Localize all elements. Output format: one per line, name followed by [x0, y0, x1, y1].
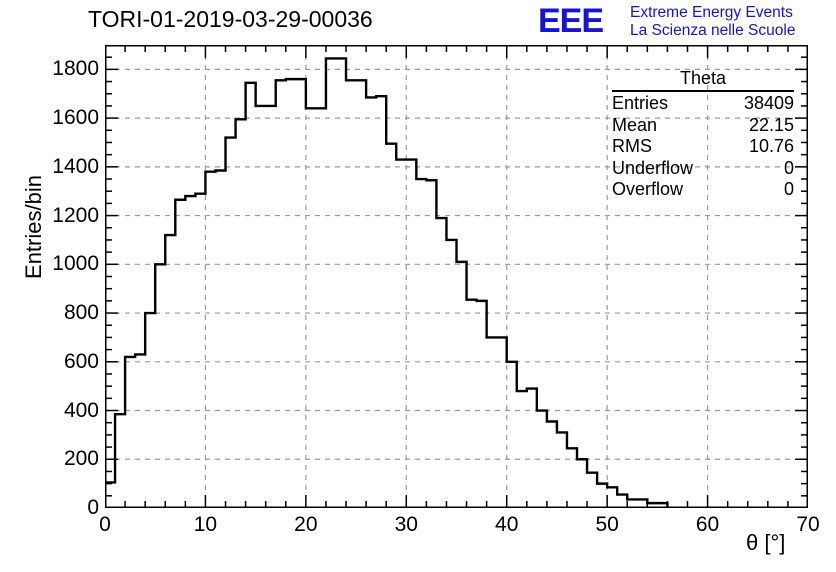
y-tick-label: 1800: [52, 57, 99, 81]
plot-frame-border: [105, 45, 808, 508]
stats-key: Mean: [612, 114, 658, 135]
stats-box: Theta Entries 38409 Mean 22.15 RMS 10.76 Under…: [612, 68, 794, 201]
stats-title: Theta: [612, 68, 794, 92]
stats-key: Overflow: [612, 179, 684, 199]
stats-value: 0: [783, 157, 794, 178]
y-tick-label: 200: [63, 447, 99, 471]
gridlines: [105, 45, 808, 508]
x-tick-label: 10: [193, 513, 218, 536]
x-tick-label: 70: [796, 513, 820, 536]
stats-key: Entries: [612, 93, 669, 113]
eee-logo-line1: Extreme Energy Events: [630, 4, 793, 21]
x-tick-label: 0: [99, 513, 111, 536]
y-tick-label: 1000: [52, 252, 99, 276]
x-tick-label: 40: [495, 513, 519, 536]
y-tick-label: 1600: [52, 106, 99, 130]
plot-area: [105, 45, 808, 508]
stats-value: 10.76: [748, 136, 794, 156]
x-tick-label: 60: [695, 513, 720, 536]
y-tick-label: 800: [63, 301, 99, 325]
stats-row: Entries 38409: [612, 93, 794, 115]
y-tick-label: 400: [63, 398, 99, 422]
x-tick-label: 30: [394, 513, 418, 536]
page-title: TORI-01-2019-03-29-00036: [88, 6, 373, 32]
stats-row: Overflow 0: [612, 179, 794, 201]
x-axis-title: θ [°]: [746, 530, 786, 555]
histogram-step-line: [105, 57, 808, 508]
stats-row: RMS 10.76: [612, 136, 794, 158]
stats-value: 38409: [743, 93, 794, 113]
x-tick-label: 50: [595, 513, 619, 536]
eee-logo: EEE Extreme Energy Events La Scienza nel…: [538, 2, 834, 42]
y-tick-label: 0: [87, 496, 99, 519]
stats-row: Underflow 0: [612, 158, 794, 180]
stats-key: Underflow: [612, 157, 694, 178]
y-tick-label: 1400: [52, 154, 99, 178]
stats-value: 22.15: [748, 114, 794, 135]
y-tick-label: 1200: [52, 203, 99, 227]
y-tick-label: 600: [63, 349, 99, 373]
eee-logo-mark: EEE: [538, 2, 604, 40]
eee-logo-line2: La Scienza nelle Scuole: [630, 22, 796, 39]
stats-value: 0: [783, 179, 794, 199]
stats-rows: Entries 38409 Mean 22.15 RMS 10.76 Underflow 0 O…: [612, 93, 794, 201]
stats-row: Mean 22.15: [612, 115, 794, 137]
histogram-svg: [105, 45, 808, 508]
stats-key: RMS: [612, 136, 652, 156]
x-tick-label: 20: [294, 513, 318, 536]
y-axis-tick-labels: 0 200 400 600 800 1000 1200 1400 1600 1800: [0, 0, 99, 572]
